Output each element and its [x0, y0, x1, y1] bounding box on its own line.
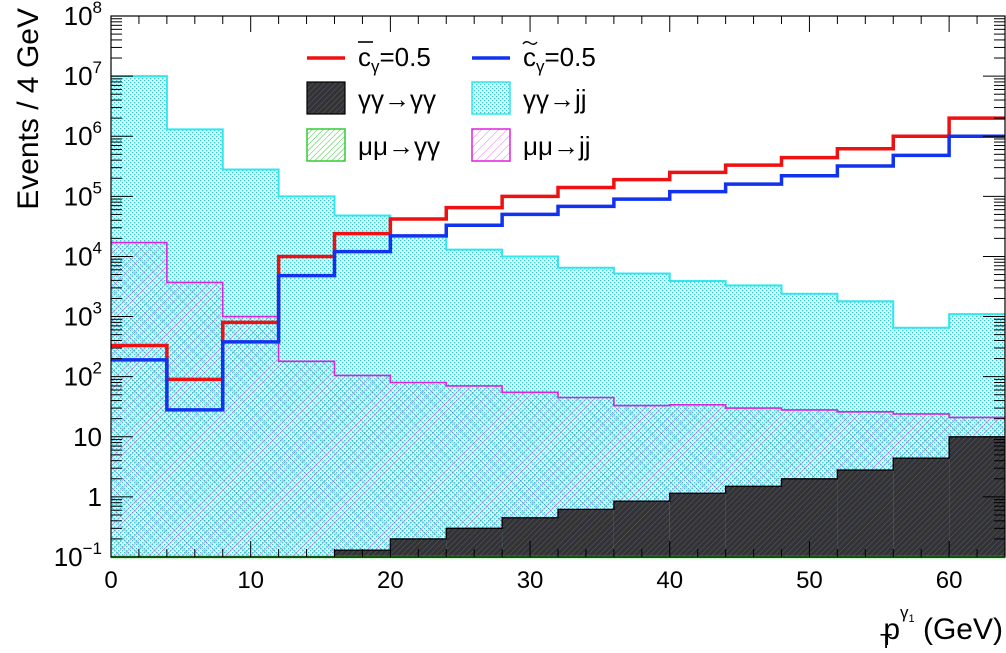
bin-aa-aa-13 — [837, 470, 894, 557]
legend-mumu-jj-label: μμ→jj — [523, 131, 591, 161]
x-axis-title-sub: T — [880, 631, 892, 653]
x-axis-ticks: 0 10 20 30 40 50 60 — [104, 16, 1006, 594]
y-tick-label-base-5: 10 — [64, 241, 93, 271]
y-tick-label-exp-5: 4 — [93, 238, 102, 257]
legend-ctilde-accent — [522, 41, 538, 45]
legend-mumu-aa-label: μμ→γγ — [358, 131, 440, 161]
y-tick-label-5: 104 — [64, 238, 102, 271]
y-tick-label-base-4: 10 — [64, 302, 93, 332]
legend-ctilde-sub: γ — [536, 57, 545, 76]
legend-item-aa-aa: γγ→γγ — [306, 81, 436, 115]
legend-item-ctilde: cγ=0.5 — [472, 41, 596, 76]
legend-item-mumu-aa: μμ→γγ — [306, 128, 440, 162]
x-tick-label-10: 10 — [237, 567, 264, 594]
y-tick-label-exp-0: −1 — [83, 539, 102, 558]
y-tick-label-base-2: 10 — [73, 422, 102, 452]
y-tick-label-1: 1 — [88, 482, 102, 512]
series-ctilde-line — [111, 134, 1005, 412]
bin-aa-aa-11 — [725, 486, 782, 557]
x-axis-title-sup: γ — [900, 603, 909, 622]
y-tick-label-exp-9: 8 — [93, 0, 102, 17]
x-axis-title-unit: (GeV) — [915, 613, 1003, 646]
legend-item-mumu-jj: μμ→jj — [471, 128, 591, 162]
y-tick-label-6: 105 — [64, 178, 102, 211]
svg-text:cγ=0.5: cγ=0.5 — [523, 42, 596, 76]
bin-aa-aa-9 — [613, 501, 670, 557]
x-axis-title-main: p — [883, 613, 900, 646]
y-tick-label-exp-6: 5 — [93, 178, 102, 197]
y-tick-label-base-9: 10 — [64, 1, 93, 31]
bin-aa-aa-14 — [893, 458, 950, 557]
y-tick-label-exp-4: 3 — [93, 299, 102, 318]
y-tick-label-7: 106 — [64, 118, 102, 151]
legend-cbar-main: c — [358, 42, 371, 72]
y-axis-title: Events / 4 GeV — [12, 8, 45, 210]
x-tick-label-0: 0 — [104, 567, 117, 594]
y-tick-label-exp-3: 2 — [93, 359, 102, 378]
x-tick-label-40: 40 — [656, 567, 683, 594]
y-tick-label-8: 107 — [64, 58, 102, 91]
y-tick-label-base-3: 10 — [64, 362, 93, 392]
y-tick-label-2: 10 — [73, 422, 102, 452]
y-tick-label-3: 102 — [64, 359, 102, 392]
legend: cγ=0.5 cγ=0.5 γγ→γγ γγ→jj μμ→γγ — [306, 41, 596, 162]
legend-cbar-sub: γ — [371, 57, 380, 76]
y-tick-label-base-8: 10 — [64, 61, 93, 91]
legend-item-aa-jj: γγ→jj — [471, 81, 587, 115]
bin-aa-aa-5 — [390, 538, 447, 557]
y-tick-label-exp-8: 7 — [93, 58, 102, 77]
legend-aa-jj-label: γγ→jj — [523, 84, 587, 114]
svg-text:cγ=0.5: cγ=0.5 — [358, 42, 431, 76]
x-tick-label-50: 50 — [796, 567, 823, 594]
legend-cbar-tail: =0.5 — [380, 42, 431, 72]
svg-text:pγ1 (GeV): pγ1 (GeV) — [883, 603, 1003, 646]
y-tick-label-base-6: 10 — [64, 181, 93, 211]
series-aa-jj-line — [111, 75, 1005, 329]
x-tick-label-30: 30 — [517, 567, 544, 594]
legend-aa-aa-label: γγ→γγ — [358, 84, 436, 114]
x-axis-title-sup-sub: 1 — [909, 613, 915, 625]
legend-item-cbar: cγ=0.5 — [307, 41, 431, 76]
x-tick-label-60: 60 — [936, 567, 963, 594]
y-tick-label-4: 103 — [64, 299, 102, 332]
x-tick-label-20: 20 — [377, 567, 404, 594]
x-axis-title: pγ1 (GeV) T — [880, 603, 1003, 653]
y-tick-label-base-1: 1 — [88, 482, 102, 512]
legend-ctilde-tail: =0.5 — [545, 42, 596, 72]
series-aa-aa-outline — [333, 436, 1005, 557]
bin-aa-aa-10 — [669, 493, 726, 557]
y-tick-label-0: 10−1 — [54, 539, 102, 572]
legend-ctilde-main: c — [523, 42, 536, 72]
y-tick-label-base-7: 10 — [64, 121, 93, 151]
y-tick-label-exp-7: 6 — [93, 118, 102, 137]
y-tick-label-base-0: 10 — [54, 542, 83, 572]
y-tick-label-9: 108 — [64, 0, 102, 31]
